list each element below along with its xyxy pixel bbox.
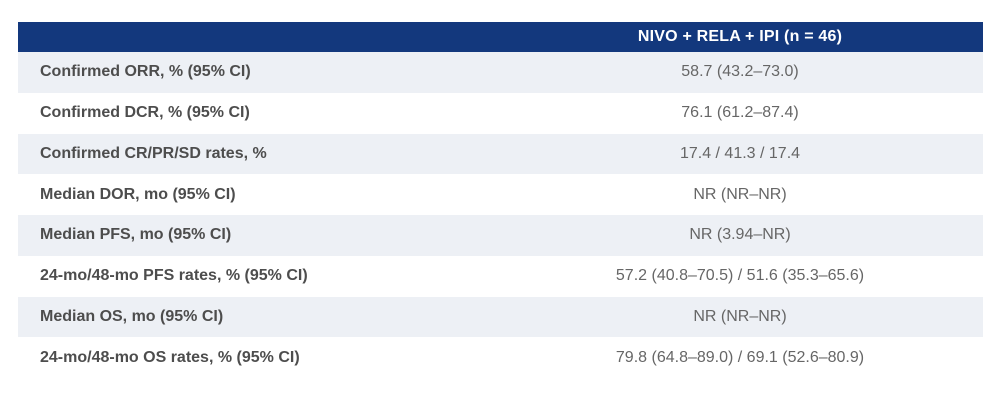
row-value: 79.8 (64.8–89.0) / 69.1 (52.6–80.9) [615, 348, 865, 366]
table-row: 24-mo/48-mo PFS rates, % (95% CI) 57.2 (… [18, 255, 983, 297]
header-treatment-arm: NIVO + RELA + IPI (n = 46) [637, 28, 843, 45]
row-label: Confirmed DCR, % (95% CI) [40, 104, 250, 122]
table-header-row: NIVO + RELA + IPI (n = 46) [18, 22, 983, 52]
table-row: 24-mo/48-mo OS rates, % (95% CI) 79.8 (6… [18, 337, 983, 378]
row-label: Median OS, mo (95% CI) [40, 307, 224, 325]
row-label: Median DOR, mo (95% CI) [40, 185, 236, 203]
row-value: NR (NR–NR) [693, 307, 787, 325]
table-row: Median DOR, mo (95% CI) NR (NR–NR) [18, 174, 983, 215]
row-value: 57.2 (40.8–70.5) / 51.6 (35.3–65.6) [615, 267, 865, 285]
table-row: Confirmed ORR, % (95% CI) 58.7 (43.2–73.… [18, 52, 983, 93]
row-label: 24-mo/48-mo PFS rates, % (95% CI) [40, 267, 308, 285]
table-row: Median OS, mo (95% CI) NR (NR–NR) [18, 296, 983, 338]
row-label: Median PFS, mo (95% CI) [40, 226, 232, 244]
row-label: 24-mo/48-mo OS rates, % (95% CI) [40, 348, 300, 366]
table-row: Confirmed CR/PR/SD rates, % 17.4 / 41.3 … [18, 133, 983, 175]
row-value: NR (3.94–NR) [689, 226, 791, 244]
row-value: 17.4 / 41.3 / 17.4 [679, 144, 801, 162]
row-value: NR (NR–NR) [693, 185, 787, 203]
efficacy-results-table: NIVO + RELA + IPI (n = 46) Confirmed ORR… [18, 22, 983, 378]
table-row: Median PFS, mo (95% CI) NR (3.94–NR) [18, 215, 983, 256]
row-label: Confirmed ORR, % (95% CI) [40, 63, 251, 81]
row-value: 58.7 (43.2–73.0) [681, 63, 799, 81]
table-row: Confirmed DCR, % (95% CI) 76.1 (61.2–87.… [18, 92, 983, 134]
row-label: Confirmed CR/PR/SD rates, % [40, 144, 267, 162]
row-value: 76.1 (61.2–87.4) [681, 104, 799, 122]
